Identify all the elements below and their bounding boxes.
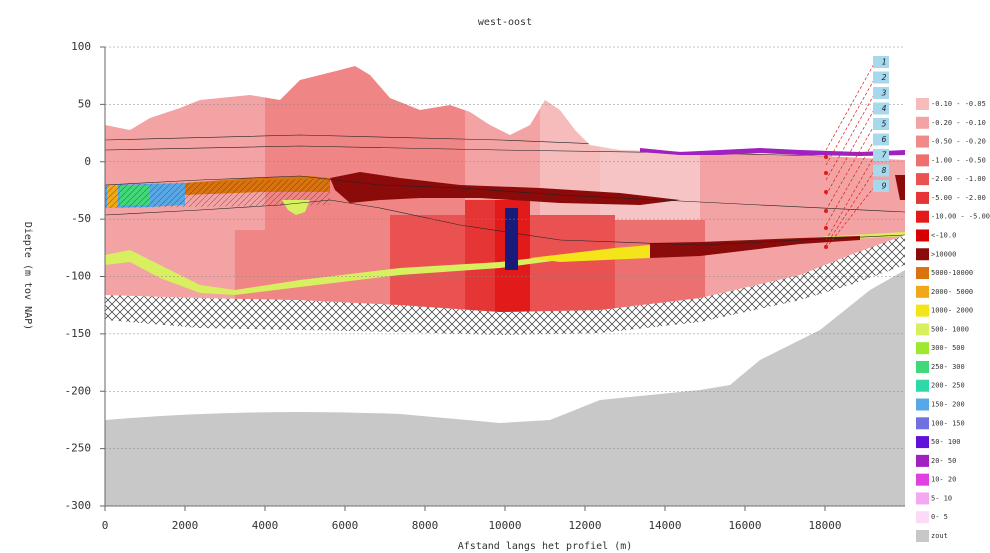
well-label-box: [873, 118, 889, 130]
legend-label: 150- 200: [931, 401, 965, 409]
legend-label: -2.00 - -1.00: [931, 175, 986, 183]
y-tick-label: -250: [65, 442, 92, 455]
legend-swatch: [916, 436, 929, 449]
chart-title: west-oost: [478, 17, 532, 28]
legend-swatch: [916, 454, 929, 467]
well-label: 4: [882, 104, 887, 113]
legend-swatch: [916, 135, 929, 148]
well-label-box: [873, 56, 889, 68]
x-tick-label: 2000: [172, 519, 199, 532]
legend-swatch: [916, 229, 929, 242]
cross-section: [105, 61, 905, 506]
legend-label: 20- 50: [931, 457, 956, 465]
y-tick-label: 0: [84, 155, 91, 168]
legend-label: 50- 100: [931, 438, 961, 446]
legend-swatch: [916, 267, 929, 280]
legend-label: 10- 20: [931, 476, 956, 484]
x-tick-label: 0: [102, 519, 109, 532]
legend-swatch: [916, 511, 929, 524]
well-label: 9: [882, 182, 887, 191]
legend-swatch: [916, 417, 929, 430]
legend-swatch: [916, 154, 929, 167]
y-tick-label: -50: [71, 212, 91, 225]
legend-label: 250- 300: [931, 363, 965, 371]
well-label: 8: [882, 166, 887, 175]
y-tick-label: 100: [71, 40, 91, 53]
well-label-box: [873, 87, 889, 99]
legend-swatch: [916, 473, 929, 486]
legend-label: 500- 1000: [931, 325, 969, 333]
legend-label: 100- 150: [931, 419, 965, 427]
well-label: 6: [882, 135, 887, 144]
legend-label: -0.50 - -0.20: [931, 138, 986, 146]
legend-swatch: [916, 342, 929, 355]
legend-label: 300- 500: [931, 344, 965, 352]
legend-swatch: [916, 191, 929, 204]
well-label-box: [873, 133, 889, 146]
legend-label: -5.00 - -2.00: [931, 194, 986, 202]
legend-swatch: [916, 98, 929, 110]
legend-swatch: [916, 379, 929, 392]
x-tick-label: 6000: [332, 519, 359, 532]
legend-label: -10.00 - -5.00: [931, 213, 990, 221]
well-label-box: [873, 180, 889, 192]
legend-swatch: [916, 398, 929, 411]
legend-label: 0- 5: [931, 513, 948, 521]
zout-area: [105, 270, 905, 506]
well-label-box: [873, 71, 889, 84]
legend-label: zout: [931, 532, 948, 540]
x-tick-label: 14000: [648, 519, 681, 532]
legend-swatch: [916, 530, 929, 542]
well-label-box: [873, 164, 889, 177]
y-tick-label: 50: [78, 97, 91, 110]
legend-label: 5000-10000: [931, 269, 973, 277]
x-tick-label: 12000: [568, 519, 601, 532]
y-tick-label: -200: [65, 384, 92, 397]
well-label: 2: [882, 73, 887, 82]
x-tick-label: 18000: [808, 519, 841, 532]
legend-swatch: [916, 248, 929, 261]
x-axis-label: Afstand langs het profiel (m): [458, 541, 633, 552]
legend-swatch: [916, 210, 929, 223]
legend-label: 2000- 5000: [931, 288, 973, 296]
well-label: 7: [882, 151, 887, 160]
y-tick-label: -150: [65, 327, 92, 340]
x-tick-label: 4000: [252, 519, 279, 532]
legend-label: <-10.0: [931, 231, 956, 239]
y-tick-label: -100: [65, 270, 92, 283]
legend-swatch: [916, 304, 929, 317]
x-tick-label: 10000: [488, 519, 521, 532]
legend-label: 5- 10: [931, 494, 952, 502]
legend-swatch: [916, 492, 929, 505]
hatched-layer: [105, 235, 905, 335]
legend-label: -0.10 - -0.05: [931, 100, 986, 108]
legend-label: 200- 250: [931, 382, 965, 390]
legend-swatch: [916, 116, 929, 129]
well-label: 5: [882, 120, 887, 129]
x-tick-label: 8000: [412, 519, 439, 532]
legend-label: >10000: [931, 250, 956, 258]
x-tick-label: 16000: [728, 519, 761, 532]
well-label: 1: [882, 58, 887, 67]
legend-label: -0.20 - -0.10: [931, 119, 986, 127]
well-label-box: [873, 102, 889, 115]
legend-label: -1.00 - -0.50: [931, 156, 986, 164]
legend-swatch: [916, 323, 929, 336]
legend-swatch: [916, 285, 929, 298]
well-label: 3: [881, 89, 887, 98]
well: [505, 208, 518, 270]
legend-swatch: [916, 173, 929, 186]
well-label-box: [873, 149, 889, 161]
legend-label: 1000- 2000: [931, 307, 973, 315]
y-axis-label: Diepte (m tov NAP): [22, 222, 33, 330]
legend-swatch: [916, 360, 929, 373]
y-tick-label: -300: [65, 499, 92, 512]
